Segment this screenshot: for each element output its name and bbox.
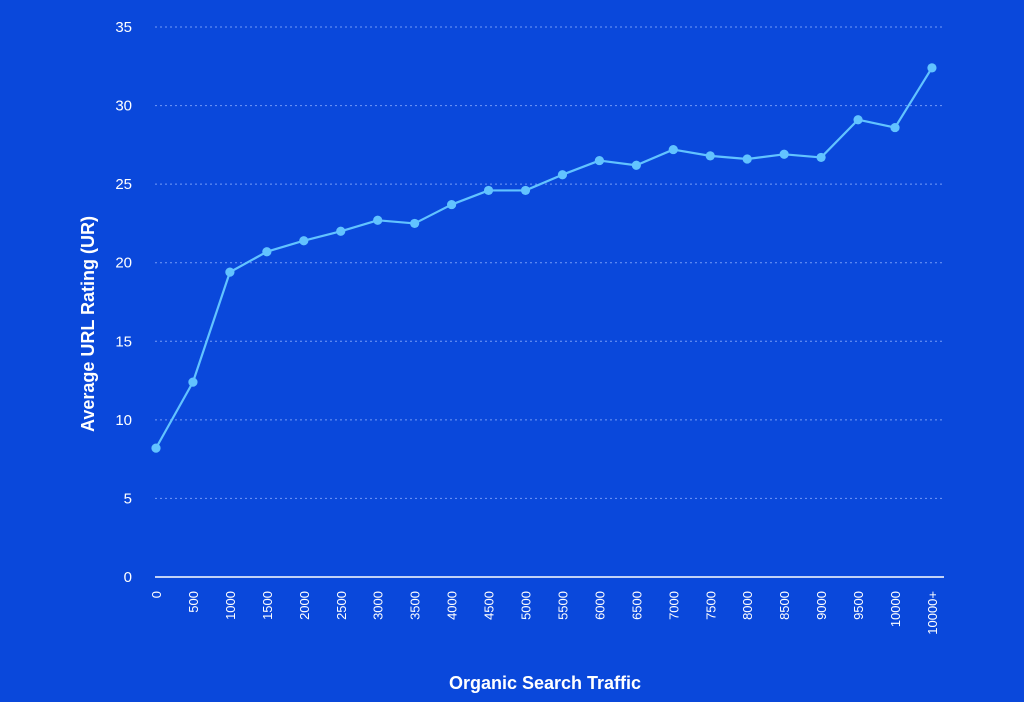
x-tick-label: 5500 <box>555 591 570 620</box>
x-tick-label: 6500 <box>629 591 644 620</box>
x-tick-label: 3500 <box>408 591 423 620</box>
x-tick-label: 9000 <box>814 591 829 620</box>
data-point <box>483 185 494 196</box>
data-point <box>816 152 826 163</box>
data-point <box>336 226 346 236</box>
y-tick-label: 0 <box>124 569 132 586</box>
x-tick-label: 8000 <box>740 591 755 620</box>
data-point <box>705 151 715 161</box>
data-point <box>225 267 235 277</box>
x-tick-label: 2500 <box>334 591 349 620</box>
x-tick-label: 8500 <box>777 591 792 620</box>
y-tick-label: 25 <box>115 176 132 193</box>
x-tick-label: 0 <box>149 591 164 598</box>
data-point <box>262 247 272 257</box>
data-point <box>447 199 457 210</box>
data-point <box>520 185 531 196</box>
data-point <box>742 154 752 164</box>
data-point <box>668 144 678 155</box>
data-point <box>373 215 383 225</box>
x-tick-label: 1500 <box>260 591 275 620</box>
x-tick-label: 7000 <box>666 591 681 620</box>
x-tick-label: 500 <box>186 591 201 613</box>
x-tick-label: 9500 <box>851 591 866 620</box>
data-point <box>927 63 937 73</box>
data-point <box>631 160 641 170</box>
data-point <box>299 236 309 246</box>
y-axis-title: Average URL Rating (UR) <box>78 216 98 432</box>
x-tick-labels: 0 500 1000 1500 2000 2500 3000 3500 4000 4500 5000… <box>149 591 940 635</box>
x-tick-label: 10000 <box>888 591 903 627</box>
x-axis-title: Organic Search Traffic <box>449 673 641 693</box>
x-tick-label: 1000 <box>223 591 238 620</box>
data-point <box>890 122 900 133</box>
x-tick-label: 7500 <box>703 591 718 620</box>
y-tick-labels: 0 5 10 15 20 25 30 35 <box>115 19 132 586</box>
y-tick-label: 35 <box>115 19 132 36</box>
y-tick-label: 30 <box>115 98 132 115</box>
x-tick-label: 4000 <box>445 591 460 620</box>
x-tick-label: 2000 <box>297 591 312 620</box>
gridlines <box>155 26 944 499</box>
x-tick-label: 4500 <box>482 591 497 620</box>
data-point <box>410 218 420 229</box>
data-point <box>853 115 863 125</box>
y-tick-label: 20 <box>115 255 132 272</box>
y-tick-label: 10 <box>115 412 132 429</box>
data-point <box>188 377 198 387</box>
x-tick-label: 5000 <box>519 591 534 620</box>
data-point <box>151 443 161 453</box>
series-line <box>155 67 933 449</box>
data-point <box>557 170 568 180</box>
x-tick-label: 6000 <box>592 591 607 620</box>
y-tick-label: 15 <box>115 333 132 350</box>
x-tick-label: 3000 <box>371 591 386 620</box>
x-tick-label: 10000+ <box>925 591 940 635</box>
data-point <box>594 155 605 166</box>
series <box>151 63 937 453</box>
data-point <box>779 149 789 159</box>
y-tick-label: 5 <box>124 490 132 507</box>
